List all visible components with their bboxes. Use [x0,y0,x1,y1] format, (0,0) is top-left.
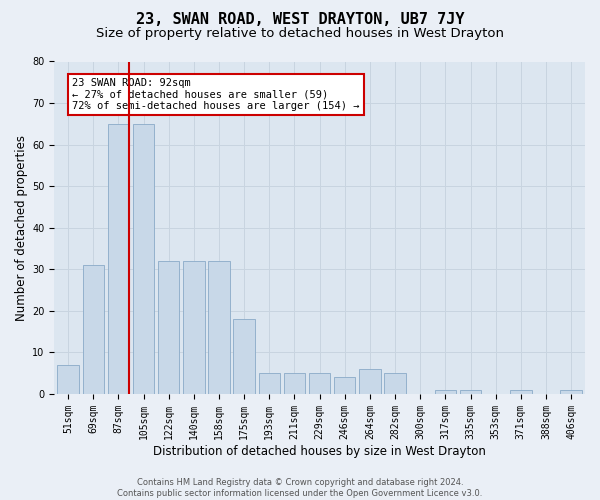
X-axis label: Distribution of detached houses by size in West Drayton: Distribution of detached houses by size … [153,444,486,458]
Bar [284,373,305,394]
Bar [334,378,355,394]
Text: Contains HM Land Registry data © Crown copyright and database right 2024.
Contai: Contains HM Land Registry data © Crown c… [118,478,482,498]
Bar [233,319,255,394]
Bar [108,124,129,394]
Bar [510,390,532,394]
Bar [208,261,230,394]
Bar [58,365,79,394]
Bar [359,369,380,394]
Bar [259,373,280,394]
Bar [183,261,205,394]
Bar [460,390,481,394]
Bar [158,261,179,394]
Y-axis label: Number of detached properties: Number of detached properties [15,134,28,320]
Bar [133,124,154,394]
Text: 23, SWAN ROAD, WEST DRAYTON, UB7 7JY: 23, SWAN ROAD, WEST DRAYTON, UB7 7JY [136,12,464,28]
Bar [83,265,104,394]
Text: 23 SWAN ROAD: 92sqm
← 27% of detached houses are smaller (59)
72% of semi-detach: 23 SWAN ROAD: 92sqm ← 27% of detached ho… [72,78,359,112]
Text: Size of property relative to detached houses in West Drayton: Size of property relative to detached ho… [96,28,504,40]
Bar [309,373,331,394]
Bar [435,390,456,394]
Bar [385,373,406,394]
Bar [560,390,582,394]
